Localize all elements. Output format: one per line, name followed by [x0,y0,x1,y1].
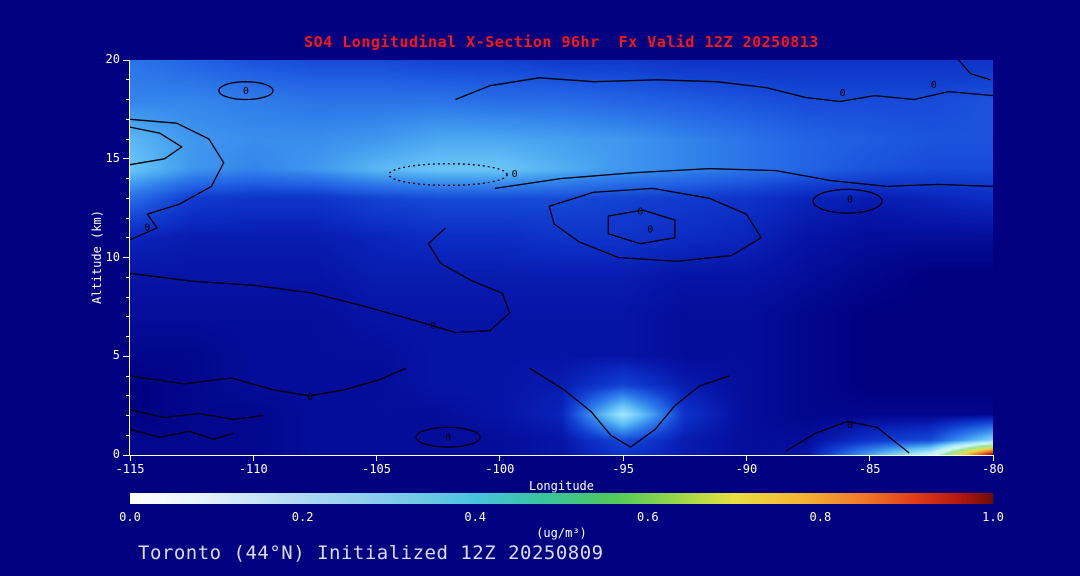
x-tick [252,456,254,461]
y-minor-tick [126,79,129,81]
contour-label: 0 [307,392,313,403]
contour-line [130,227,511,334]
y-tick-label: 5 [112,348,120,363]
contour-label: 0 [637,207,643,218]
contour-line [494,167,993,190]
y-minor-tick [126,197,129,199]
contour-label: 0 [144,222,150,233]
x-tick-label: -85 [858,462,881,476]
colorbar-tick-label: 0.6 [636,510,659,524]
y-minor-tick [126,375,129,377]
x-tick [745,456,747,461]
y-minor-tick [126,138,129,140]
colorbar-tick-label: 0.4 [464,510,487,524]
colorbar-tick-label: 0.8 [809,510,832,524]
y-minor-tick [126,434,129,436]
contour-line [958,60,991,81]
contour-label: 0 [647,224,653,235]
contour-label: 0 [243,86,249,97]
contour-line [130,428,234,440]
contour-line [548,187,762,263]
y-minor-tick [126,99,129,100]
contour-label: 0 [840,88,846,99]
x-tick-label: -90 [735,462,758,476]
x-tick [376,456,378,461]
contour-label: 0 [931,80,937,91]
x-tick-label: -100 [485,462,515,476]
contour-label: 0 [430,321,436,332]
contour-label: 0 [847,195,853,206]
y-axis-line [129,60,130,456]
x-tick [129,456,131,461]
contour-line [812,188,883,214]
contour-line [130,408,264,421]
colorbar-tick-label: 0.2 [291,510,314,524]
x-tick [499,456,501,461]
y-minor-tick [126,296,129,298]
contour-label: 0 [445,433,451,444]
contour-line [607,209,676,245]
y-minor-tick [126,217,129,219]
y-tick-label: 20 [105,52,120,66]
y-tick [123,59,129,61]
contour-line [218,81,274,101]
x-tick [622,456,624,461]
x-axis-line [129,455,994,456]
contour-line [415,426,481,448]
contour-line [785,420,910,454]
y-tick-label: 0 [112,447,120,461]
y-minor-tick [126,395,129,397]
x-tick [869,456,871,461]
chart-title: SO4 Longitudinal X-Section 96hr Fx Valid… [304,33,819,51]
y-minor-tick [126,237,129,239]
y-tick [123,257,129,258]
contour-line [130,126,183,166]
y-tick-label: 15 [105,150,120,165]
contour-line [455,77,993,103]
colorbar [130,493,993,504]
y-minor-tick [126,316,129,318]
colorbar-tick-label: 1.0 [982,510,1004,524]
y-tick [123,158,129,160]
y-minor-tick [126,178,129,179]
contour-line [130,118,225,241]
y-minor-tick [126,415,129,416]
units-label: (ug/m³) [536,526,587,540]
contour-line [388,163,508,187]
footer-note: Toronto (44°N) Initialized 12Z 20250809 [138,542,604,564]
y-minor-tick [126,118,129,120]
contour-label: 0 [847,420,853,431]
y-minor-tick [126,276,129,278]
x-axis-title: Longitude [528,479,595,493]
contour-line [529,367,730,448]
colorbar-tick-label: 0.0 [119,510,141,524]
heatmap-canvas [130,60,993,455]
y-tick-label: 10 [105,249,120,264]
contour-line [130,367,407,397]
x-tick [992,456,994,461]
x-tick-label: -95 [612,462,634,476]
x-tick-label: -105 [362,462,392,476]
x-tick-label: -110 [238,462,268,476]
y-tick [123,454,129,456]
y-tick [123,355,129,357]
contour-label: 0 [512,169,518,180]
y-minor-tick [126,336,129,337]
x-tick-label: -115 [115,462,145,476]
x-tick-label: -80 [982,462,1004,476]
